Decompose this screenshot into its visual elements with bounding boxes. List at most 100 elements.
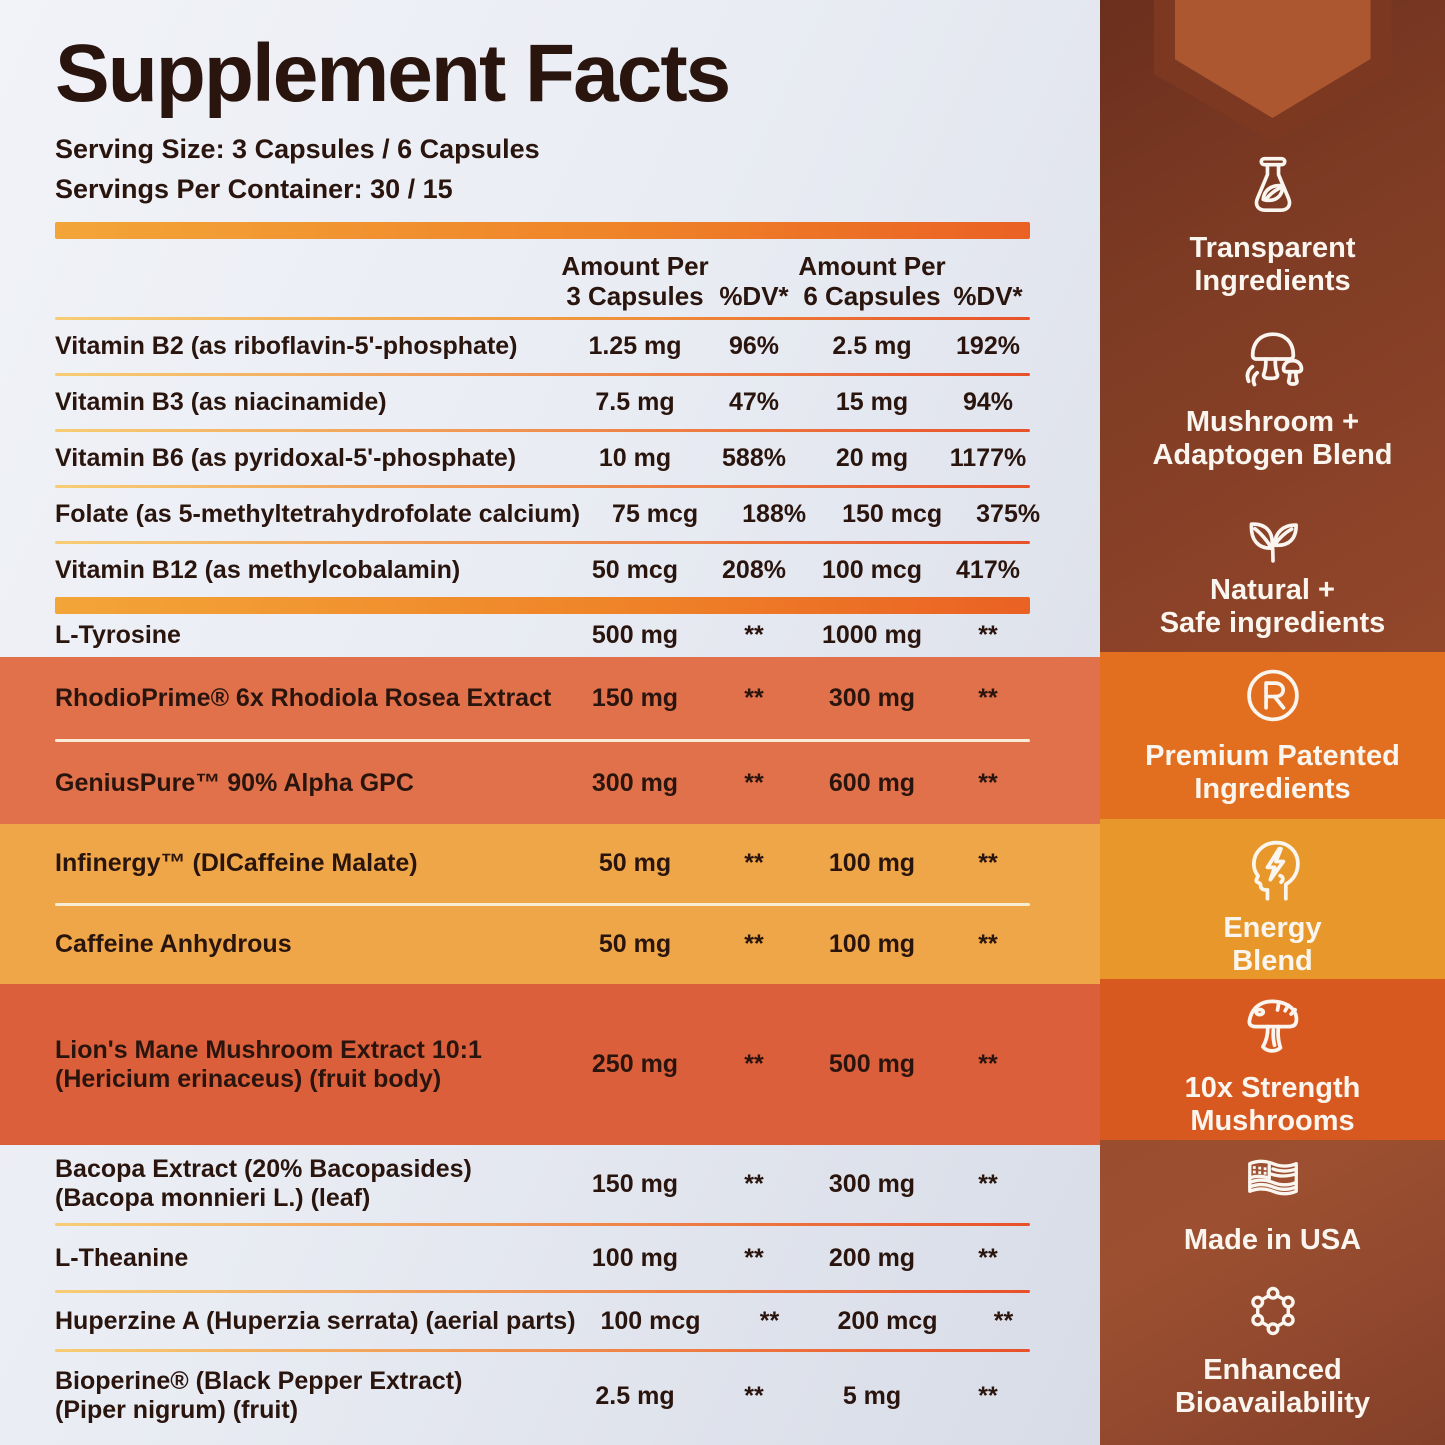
row-separator xyxy=(55,1349,1030,1352)
amount-per-6-capsules: 15 mg xyxy=(835,388,909,416)
feature-label: Transparent Ingredients xyxy=(1189,232,1356,297)
row-separator xyxy=(55,429,1030,432)
ingredient-row: Vitamin B3 (as niacinamide) 7.5 mg 47% 15 m… xyxy=(55,376,1030,429)
amount-per-3-capsules: 2.5 mg xyxy=(595,1381,675,1410)
row-separator xyxy=(55,373,1030,376)
ingredient-name: Infinergy™ (DICaffeine Malate) xyxy=(55,848,418,877)
dv-6-capsules: 375% xyxy=(976,500,1041,528)
amount-per-3-capsules: 100 mg xyxy=(591,1243,679,1272)
amount-per-3-capsules: 250 mg xyxy=(591,1050,679,1078)
ingredient-row: Lion's Mane Mushroom Extract 10:1 (Heric… xyxy=(55,984,1030,1145)
ingredient-name: Bioperine® (Black Pepper Extract) (Piper… xyxy=(55,1367,463,1424)
dv-6-capsules: ** xyxy=(993,1306,1014,1335)
usa-flag-icon xyxy=(1247,1159,1298,1196)
table-section-deep: Lion's Mane Mushroom Extract 10:1 (Heric… xyxy=(0,984,1100,1145)
dv-6-capsules: 192% xyxy=(956,332,1020,360)
dv-6-capsules: 1177% xyxy=(949,444,1027,472)
dv-3-capsules: ** xyxy=(744,768,764,797)
ingredient-name: L-Theanine xyxy=(55,1243,189,1272)
ingredient-row: Huperzine A (Huperzia serrata) (aerial p… xyxy=(55,1293,1030,1349)
amount-per-3-capsules: 10 mg xyxy=(598,444,672,472)
ingredient-name: Vitamin B3 (as niacinamide) xyxy=(55,388,387,416)
ingredient-row: RhodioPrime® 6x Rhodiola Rosea Extract 15… xyxy=(55,657,1030,739)
ribbon-banner xyxy=(1153,0,1392,142)
dv-6-capsules: ** xyxy=(978,1381,998,1410)
ingredient-row: Caffeine Anhydrous 50 mg ** 100 mg ** xyxy=(55,906,1030,985)
amount-per-6-capsules: 1000 mg xyxy=(821,621,923,649)
head-bolt-icon xyxy=(1251,840,1300,901)
dv-6-capsules: 94% xyxy=(962,388,1014,416)
dv-3-capsules: ** xyxy=(744,1381,764,1410)
row-separator xyxy=(55,541,1030,544)
mushroom-icon xyxy=(1247,999,1298,1053)
table-section-amber: Infinergy™ (DICaffeine Malate) 50 mg ** 100… xyxy=(0,824,1100,984)
feature-made-in-usa: Made in USA xyxy=(1100,1146,1445,1257)
sidebar-band-orange xyxy=(1100,652,1445,819)
ingredient-row: Vitamin B6 (as pyridoxal-5'-phosphate) 10… xyxy=(55,432,1030,485)
ingredient-row: L-Tyrosine 500 mg ** 1000 mg ** xyxy=(55,614,1030,657)
dv-3-capsules: 208% xyxy=(722,556,786,584)
dv-3-capsules: ** xyxy=(744,930,764,959)
amount-per-6-capsules: 20 mg xyxy=(835,444,909,472)
amount-per-6-capsules: 150 mcg xyxy=(842,500,943,528)
section-divider-bar xyxy=(55,597,1030,614)
header-rule xyxy=(55,317,1030,320)
ingredient-row: Bacopa Extract (20% Bacopasides) (Bacopa… xyxy=(55,1145,1030,1223)
amount-per-6-capsules: 200 mg xyxy=(828,1243,916,1272)
feature-label: Premium Patented Ingredients xyxy=(1145,740,1400,805)
feature-label: Natural + Safe ingredients xyxy=(1159,574,1386,639)
feature-label: Energy Blend xyxy=(1223,912,1322,977)
sidebar-band-deep xyxy=(1100,979,1445,1140)
amount-per-6-capsules: 100 mg xyxy=(828,848,916,877)
facts-panel: Supplement Facts Serving Size: 3 Capsule… xyxy=(0,0,1100,1445)
amount-per-3-capsules: 50 mg xyxy=(598,930,672,959)
ingredient-name: Lion's Mane Mushroom Extract 10:1 (Heric… xyxy=(55,1035,482,1093)
ingredient-name: Huperzine A (Huperzia serrata) (aerial p… xyxy=(55,1306,576,1335)
dv-3-capsules: ** xyxy=(744,621,764,649)
header-dv-3: %DV* xyxy=(719,281,789,311)
amount-per-3-capsules: 150 mg xyxy=(591,683,679,712)
dv-6-capsules: ** xyxy=(978,621,998,649)
header-dv-6: %DV* xyxy=(953,281,1023,311)
ingredient-name: L-Tyrosine xyxy=(55,621,181,649)
dv-3-capsules: ** xyxy=(744,1050,764,1078)
dv-3-capsules: ** xyxy=(744,683,764,712)
dv-6-capsules: ** xyxy=(978,930,998,959)
dv-6-capsules: ** xyxy=(978,1243,998,1272)
dv-6-capsules: ** xyxy=(978,768,998,797)
table-body: Vitamin B2 (as riboflavin-5'-phosphate) 1… xyxy=(0,320,1100,1440)
amount-per-6-capsules: 300 mg xyxy=(828,683,916,712)
ingredient-name: Bacopa Extract (20% Bacopasides) (Bacopa… xyxy=(55,1155,472,1212)
ingredient-name: Vitamin B12 (as methylcobalamin) xyxy=(55,556,461,584)
amount-per-6-capsules: 500 mg xyxy=(828,1050,916,1078)
registered-icon xyxy=(1246,669,1299,722)
feature-mushroom-adaptogen-blend: Mushroom + Adaptogen Blend xyxy=(1100,322,1445,472)
amount-per-3-capsules: 500 mg xyxy=(591,621,679,649)
amount-per-3-capsules: 7.5 mg xyxy=(595,388,675,416)
amount-per-6-capsules: 100 mg xyxy=(828,930,916,959)
amount-per-6-capsules: 2.5 mg xyxy=(832,332,912,360)
amount-per-3-capsules: 75 mcg xyxy=(612,500,699,528)
dv-6-capsules: ** xyxy=(978,848,998,877)
ingredient-row: Folate (as 5-methyltetrahydrofolate calc… xyxy=(55,488,1040,541)
table-section-light: Vitamin B2 (as riboflavin-5'-phosphate) 1… xyxy=(0,320,1100,597)
mushrooms-icon xyxy=(1245,332,1303,387)
ingredient-name: Vitamin B6 (as pyridoxal-5'-phosphate) xyxy=(55,444,517,472)
ingredient-row: GeniusPure™ 90% Alpha GPC 300 mg ** 600 mg *… xyxy=(55,742,1030,824)
header-amount-3: Amount Per 3 Capsules xyxy=(561,251,709,311)
table-section-orange: RhodioPrime® 6x Rhodiola Rosea Extract 15… xyxy=(0,657,1100,824)
ribbon-banner-inner xyxy=(1174,0,1371,118)
amount-per-3-capsules: 100 mcg xyxy=(600,1306,701,1335)
dv-3-capsules: 188% xyxy=(742,500,807,528)
amount-per-3-capsules: 50 mg xyxy=(598,848,672,877)
table-section-light: Bacopa Extract (20% Bacopasides) (Bacopa… xyxy=(0,1145,1100,1440)
amount-per-3-capsules: 50 mcg xyxy=(591,556,679,584)
ingredient-row: Vitamin B2 (as riboflavin-5'-phosphate) 1… xyxy=(55,320,1030,373)
ingredient-name: Caffeine Anhydrous xyxy=(55,930,292,959)
dv-3-capsules: ** xyxy=(744,1243,764,1272)
feature-label: Enhanced Bioavailability xyxy=(1174,1354,1370,1419)
dv-3-capsules: 588% xyxy=(722,444,786,472)
dv-6-capsules: ** xyxy=(978,1050,998,1078)
ingredient-name: RhodioPrime® 6x Rhodiola Rosea Extract xyxy=(55,683,552,712)
